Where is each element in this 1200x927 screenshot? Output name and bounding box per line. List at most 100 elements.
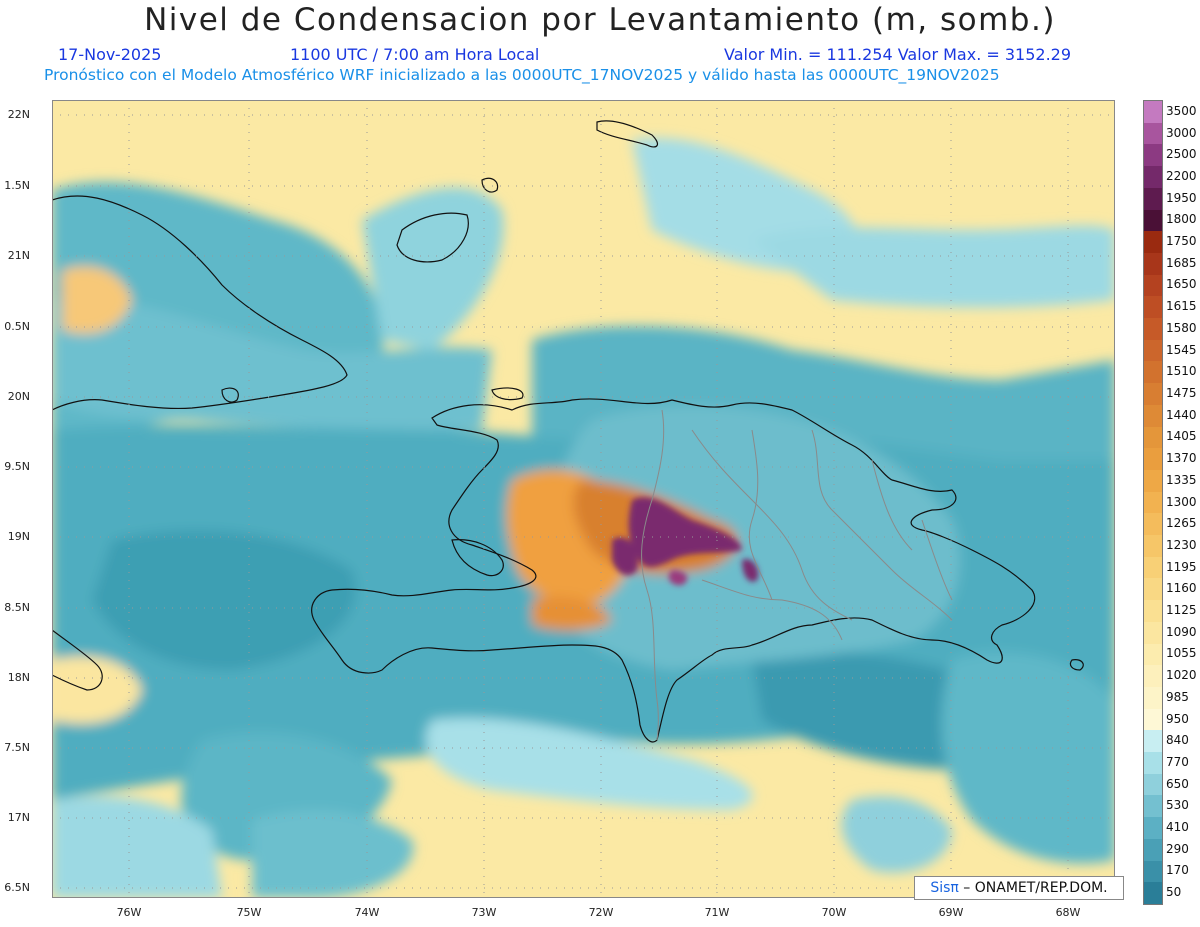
colorbar	[1143, 100, 1163, 905]
colorbar-label: 650	[1166, 776, 1189, 791]
colorbar-swatch	[1144, 274, 1162, 297]
colorbar-label: 985	[1166, 689, 1189, 704]
lon-label: 75W	[236, 906, 262, 919]
colorbar-swatch	[1144, 752, 1162, 775]
colorbar-label: 3500	[1166, 103, 1197, 118]
colorbar-swatch	[1144, 817, 1162, 840]
colorbar-label: 1750	[1166, 234, 1197, 249]
colorbar-swatch	[1144, 643, 1162, 666]
colorbar-label: 1950	[1166, 190, 1197, 205]
colorbar-label: 1405	[1166, 429, 1197, 444]
colorbar-label: 530	[1166, 798, 1189, 813]
colorbar-label: 1335	[1166, 472, 1197, 487]
lat-label: 19N	[7, 530, 30, 543]
colorbar-label: 2500	[1166, 147, 1197, 162]
colorbar-label: 170	[1166, 863, 1189, 878]
colorbar-swatch	[1144, 882, 1162, 905]
colorbar-swatch	[1144, 578, 1162, 601]
chart-title: Nivel de Condensacion por Levantamiento …	[144, 2, 1056, 38]
colorbar-swatch	[1144, 426, 1162, 449]
colorbar-label: 1195	[1166, 559, 1197, 574]
colorbar-swatch	[1144, 166, 1162, 189]
lon-label: 69W	[938, 906, 964, 919]
lat-label: 18N	[7, 671, 30, 684]
colorbar-swatch	[1144, 708, 1162, 731]
lat-label: 21N	[7, 249, 30, 262]
colorbar-swatch	[1144, 187, 1162, 210]
colorbar-swatch	[1144, 209, 1162, 232]
lat-label: 22N	[7, 108, 30, 121]
lon-label: 70W	[821, 906, 847, 919]
lon-label: 76W	[116, 906, 142, 919]
colorbar-swatch	[1144, 231, 1162, 254]
colorbar-label: 1160	[1166, 581, 1197, 596]
colorbar-label: 290	[1166, 841, 1189, 856]
colorbar-label: 1650	[1166, 277, 1197, 292]
colorbar-label: 1370	[1166, 451, 1197, 466]
colorbar-label: 950	[1166, 711, 1189, 726]
lat-label: 1.5N	[4, 179, 30, 192]
colorbar-swatch	[1144, 556, 1162, 579]
colorbar-label: 1545	[1166, 342, 1197, 357]
colorbar-swatch	[1144, 383, 1162, 406]
colorbar-swatch	[1144, 339, 1162, 362]
lon-label: 72W	[588, 906, 614, 919]
colorbar-label: 410	[1166, 820, 1189, 835]
colorbar-swatch	[1144, 513, 1162, 536]
colorbar-swatch	[1144, 122, 1162, 145]
lat-label: 7.5N	[4, 741, 30, 754]
colorbar-label: 770	[1166, 754, 1189, 769]
colorbar-label: 50	[1166, 885, 1182, 900]
credit-sis: Sisπ	[930, 880, 959, 896]
graticule	[52, 100, 1115, 898]
high-lcl-cells	[612, 497, 759, 586]
lon-label: 68W	[1055, 906, 1081, 919]
colorbar-swatch	[1144, 621, 1162, 645]
colorbar-label: 1020	[1166, 668, 1197, 683]
colorbar-swatch	[1144, 860, 1162, 883]
colorbar-swatch	[1144, 469, 1162, 493]
colorbar-swatch	[1144, 318, 1162, 341]
colorbar-label: 1800	[1166, 212, 1197, 227]
colorbar-swatch	[1144, 795, 1162, 818]
coastlines	[52, 120, 1084, 743]
lat-label: 20N	[7, 390, 30, 403]
min-max-values: Valor Min. = 111.254 Valor Max. = 3152.2…	[724, 45, 1072, 64]
colorbar-label: 1055	[1166, 646, 1197, 661]
field-shading	[52, 138, 1115, 898]
lat-label: 9.5N	[4, 460, 30, 473]
map	[52, 100, 1115, 898]
colorbar-swatch	[1144, 361, 1162, 384]
colorbar-label: 1125	[1166, 603, 1197, 617]
lat-label: 6.5N	[4, 881, 30, 894]
lon-label: 73W	[471, 906, 497, 919]
credit-onamet: – ONAMET/REP.DOM.	[958, 880, 1108, 896]
colorbar-label: 2200	[1166, 168, 1197, 183]
colorbar-swatch	[1144, 686, 1162, 710]
colorbar-swatch	[1144, 535, 1162, 558]
lat-label: 17N	[7, 811, 30, 824]
colorbar-swatch	[1144, 773, 1162, 796]
colorbar-label: 1580	[1166, 320, 1197, 335]
lat-label: 0.5N	[4, 320, 30, 333]
colorbar-swatch	[1144, 144, 1162, 167]
forecast-time: 1100 UTC / 7:00 am Hora Local	[290, 45, 540, 64]
colorbar-label: 1440	[1166, 407, 1197, 422]
colorbar-label: 1300	[1166, 494, 1197, 509]
lon-label: 74W	[354, 906, 380, 919]
colorbar-swatch	[1144, 252, 1162, 276]
colorbar-label: 1685	[1166, 255, 1197, 270]
colorbar-label: 840	[1166, 733, 1189, 748]
colorbar-swatch	[1144, 101, 1162, 124]
colorbar-label: 3000	[1166, 125, 1197, 140]
colorbar-label: 1475	[1166, 385, 1197, 400]
credit-box: Sisπ – ONAMET/REP.DOM.	[914, 876, 1124, 900]
colorbar-label: 1090	[1166, 624, 1197, 639]
colorbar-swatch	[1144, 665, 1162, 688]
colorbar-swatch	[1144, 600, 1162, 623]
colorbar-swatch	[1144, 296, 1162, 319]
colorbar-label: 1230	[1166, 537, 1197, 552]
lon-label: 71W	[704, 906, 730, 919]
colorbar-label: 1615	[1166, 299, 1197, 314]
colorbar-label: 1265	[1166, 516, 1197, 531]
